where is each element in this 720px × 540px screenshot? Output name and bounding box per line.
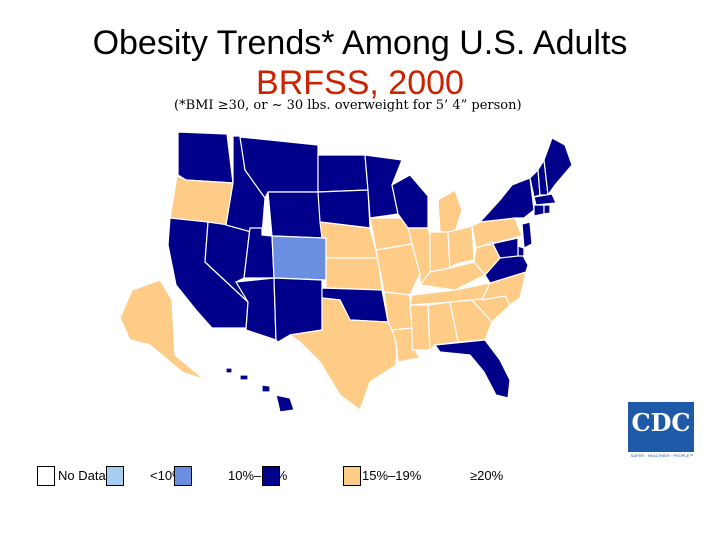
state-north-dakota	[317, 154, 369, 193]
state-alaska	[119, 279, 206, 381]
state-delaware	[517, 245, 525, 257]
legend-label-no-data: No Data	[58, 468, 106, 483]
legend-swatch-15-19	[343, 466, 361, 486]
state-colorado	[271, 235, 327, 281]
state-wyoming	[267, 191, 323, 239]
cdc-logo-text: CDC	[631, 408, 691, 437]
state-missouri	[375, 243, 421, 296]
state-utah	[243, 227, 275, 279]
state-indiana	[429, 231, 451, 273]
subtitle: (*BMI ≥30, or ~ 30 lbs. overweight for 5…	[174, 98, 522, 113]
state-mississippi	[409, 304, 431, 351]
state-new-york	[479, 177, 535, 223]
title-line-2: BRFSS, 2000	[256, 64, 464, 102]
state-florida	[434, 339, 511, 399]
hawaii-maui	[261, 384, 271, 393]
state-ohio	[447, 225, 475, 269]
legend-swatch-lt10	[106, 466, 124, 486]
hawaii-big-island	[275, 394, 295, 413]
cdc-logo: CDC	[628, 402, 694, 452]
state-maryland	[481, 237, 519, 259]
state-maine	[543, 137, 573, 196]
state-hawaii	[225, 367, 295, 413]
state-rhode-island	[543, 204, 551, 215]
legend-label-ge20: ≥20%	[470, 468, 504, 483]
state-washington	[177, 131, 234, 184]
state-nebraska	[319, 221, 379, 259]
legend-swatch-no-data	[37, 466, 55, 486]
state-connecticut	[533, 204, 545, 217]
state-arizona	[235, 277, 277, 341]
state-michigan	[437, 189, 463, 233]
cdc-logo-tagline: SAFER · HEALTHIER · PEOPLE™	[630, 453, 694, 458]
state-texas	[289, 297, 399, 411]
state-new-jersey	[521, 221, 533, 249]
hawaii-oahu	[239, 374, 249, 381]
title-line-1: Obesity Trends* Among U.S. Adults	[92, 24, 628, 62]
legend-label-15-19: 15%–19%	[362, 468, 422, 483]
hawaii-kauai	[225, 367, 233, 374]
state-oregon	[169, 175, 234, 226]
legend-swatch-ge20	[262, 466, 280, 486]
state-massachusetts	[533, 193, 557, 206]
state-kansas	[325, 257, 383, 291]
legend-swatch-10-14	[174, 466, 192, 486]
